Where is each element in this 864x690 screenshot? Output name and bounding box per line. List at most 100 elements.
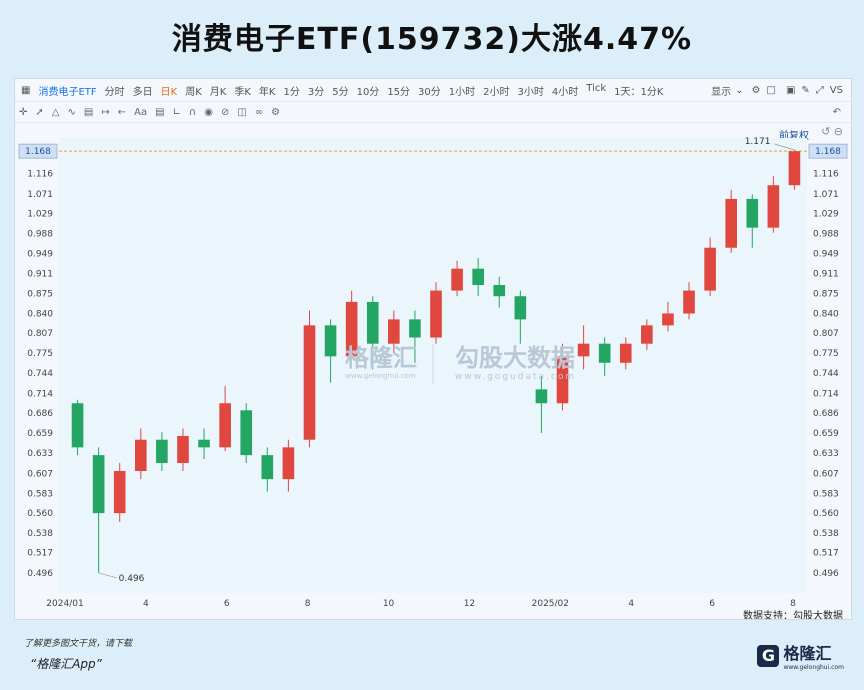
period-18[interactable]: 1天：1分K [614,86,664,98]
period-16[interactable]: 4小时 [551,86,579,98]
adjust-label[interactable]: 前复权 [779,131,809,142]
back-icon[interactable]: ↶ [832,106,841,118]
hide-icon[interactable]: ⊘ [220,106,230,118]
y-tick-right: 0.714 [813,389,839,399]
candle-body [303,325,316,440]
y-tick-left: 0.686 [27,409,53,419]
display-dropdown[interactable]: 显示 [711,86,732,98]
candle-body [156,439,168,463]
logo-g-icon: G [757,644,780,667]
period-5[interactable]: 季K [234,86,251,98]
y-tick-left: 1.071 [27,190,53,200]
note-icon[interactable]: ▤ [155,106,165,118]
candle-body [240,410,253,456]
candle-body [135,439,147,472]
y-tick-left: 0.875 [27,289,53,299]
y-tick-left: 0.840 [27,309,53,319]
candle-body [113,471,126,514]
chevron-down-icon[interactable]: ⌄ [735,84,744,96]
period-11[interactable]: 15分 [387,86,411,98]
y-tick-right: 1.116 [813,170,839,180]
y-tick-right: 1.029 [813,210,839,220]
headline: 消费电子ETF(159732)大涨4.47% [171,22,693,57]
candle-body [198,439,210,448]
candle-body [92,455,105,514]
price-tag-right-text: 1.168 [815,147,841,157]
y-tick-left: 0.496 [27,569,53,579]
y-tick-left: 0.659 [27,429,53,439]
period-0[interactable]: 分时 [104,86,125,98]
watermark-gogudata: 勾股大数据 [455,344,575,372]
y-tick-right: 0.560 [813,509,839,519]
settings-icon[interactable]: ⚙ [751,84,761,96]
period-toolbar: ▦ 消费电子ETF 分时 多日 日K 周K 月K 季K 年K 1分 3分 5分 10分 15分 30分 1… [15,79,851,102]
layout-icon[interactable]: □ [766,84,776,96]
period-10[interactable]: 10分 [356,86,380,98]
candle-body [282,447,295,480]
crosshair-icon[interactable]: ✛ [19,106,28,118]
link-icon[interactable]: ∞ [254,106,264,118]
channel-icon[interactable]: △ [51,106,60,118]
candle-body [619,343,632,363]
ruler-icon[interactable]: ∟ [172,106,181,118]
y-tick-right: 0.633 [813,449,839,459]
period-9[interactable]: 5分 [332,86,349,98]
source-note: 数据支持：勾股大数据 [743,609,843,619]
candle-body [261,455,274,480]
instrument-name[interactable]: 消费电子ETF [38,86,97,98]
x-tick-label: 12 [464,599,475,609]
footer-app: “格隆汇App” [30,657,102,671]
period-7[interactable]: 1分 [283,86,300,98]
x-tick-label: 8 [790,599,796,609]
period-2[interactable]: 日K [160,86,178,98]
candle-body [324,325,337,357]
candle-body [472,268,484,286]
y-tick-left: 0.633 [27,449,53,459]
pattern-icon[interactable]: ∿ [67,106,76,118]
period-12[interactable]: 30分 [418,86,441,98]
pencil-icon[interactable]: ✎ [801,84,810,96]
y-tick-right: 0.988 [813,230,839,240]
fib-icon[interactable]: ▤ [83,106,94,118]
chart-panel: ▦ 消费电子ETF 分时 多日 日K 周K 月K 季K 年K 1分 3分 5分 10分 15分 30分 1… [14,78,852,620]
period-15[interactable]: 3小时 [517,86,544,98]
x-tick-label: 6 [224,599,230,609]
candle-body [514,296,527,320]
reset-icon[interactable]: ↺ ⊖ [821,125,843,138]
candle-body [388,319,400,344]
y-tick-left: 1.029 [27,210,53,220]
period-4[interactable]: 月K [209,86,227,98]
vs-button[interactable]: VS [829,84,843,96]
gear-icon[interactable]: ⚙ [271,106,281,118]
candle-body [788,151,801,186]
text-icon[interactable]: Aa [134,106,148,118]
x-tick-label: 2025/02 [532,599,569,609]
fullscreen-icon[interactable]: ⤢ [815,84,824,96]
watermark-gelonghui-url: www.gelonghui.com [345,372,416,380]
y-tick-left: 0.807 [27,329,53,339]
y-tick-right: 0.659 [813,429,839,439]
arrow-icon[interactable]: ← [117,106,127,118]
measure-icon[interactable]: ↦ [101,106,110,118]
y-tick-right: 0.911 [813,270,839,280]
period-14[interactable]: 2小时 [483,86,510,98]
period-8[interactable]: 3分 [307,86,325,98]
drawing-toolbar: ✛ ➚ △ ∿ ▤ ↦ ← Aa ▤ ∟ ∩ ◉ ⊘ ◫ ∞ ⚙ ↶ [15,102,851,123]
magnet-icon[interactable]: ∩ [188,106,197,118]
y-tick-right: 0.538 [813,529,839,539]
y-tick-left: 0.714 [27,389,53,399]
camera-icon[interactable]: ▣ [785,84,796,96]
period-3[interactable]: 周K [185,86,202,98]
period-17[interactable]: Tick [586,82,607,94]
period-6[interactable]: 年K [258,86,276,98]
trash-icon[interactable]: ◫ [237,106,247,118]
sidebar-toggle-icon[interactable]: ▦ [21,84,31,96]
y-tick-right: 1.071 [813,190,839,200]
trend-line-icon[interactable]: ➚ [35,106,44,118]
y-tick-left: 0.560 [27,509,53,519]
period-1[interactable]: 多日 [132,86,153,98]
period-13[interactable]: 1小时 [448,86,476,98]
eye-icon[interactable]: ◉ [204,106,213,118]
x-tick-label: 4 [143,599,149,609]
x-tick-label: 10 [383,599,395,609]
